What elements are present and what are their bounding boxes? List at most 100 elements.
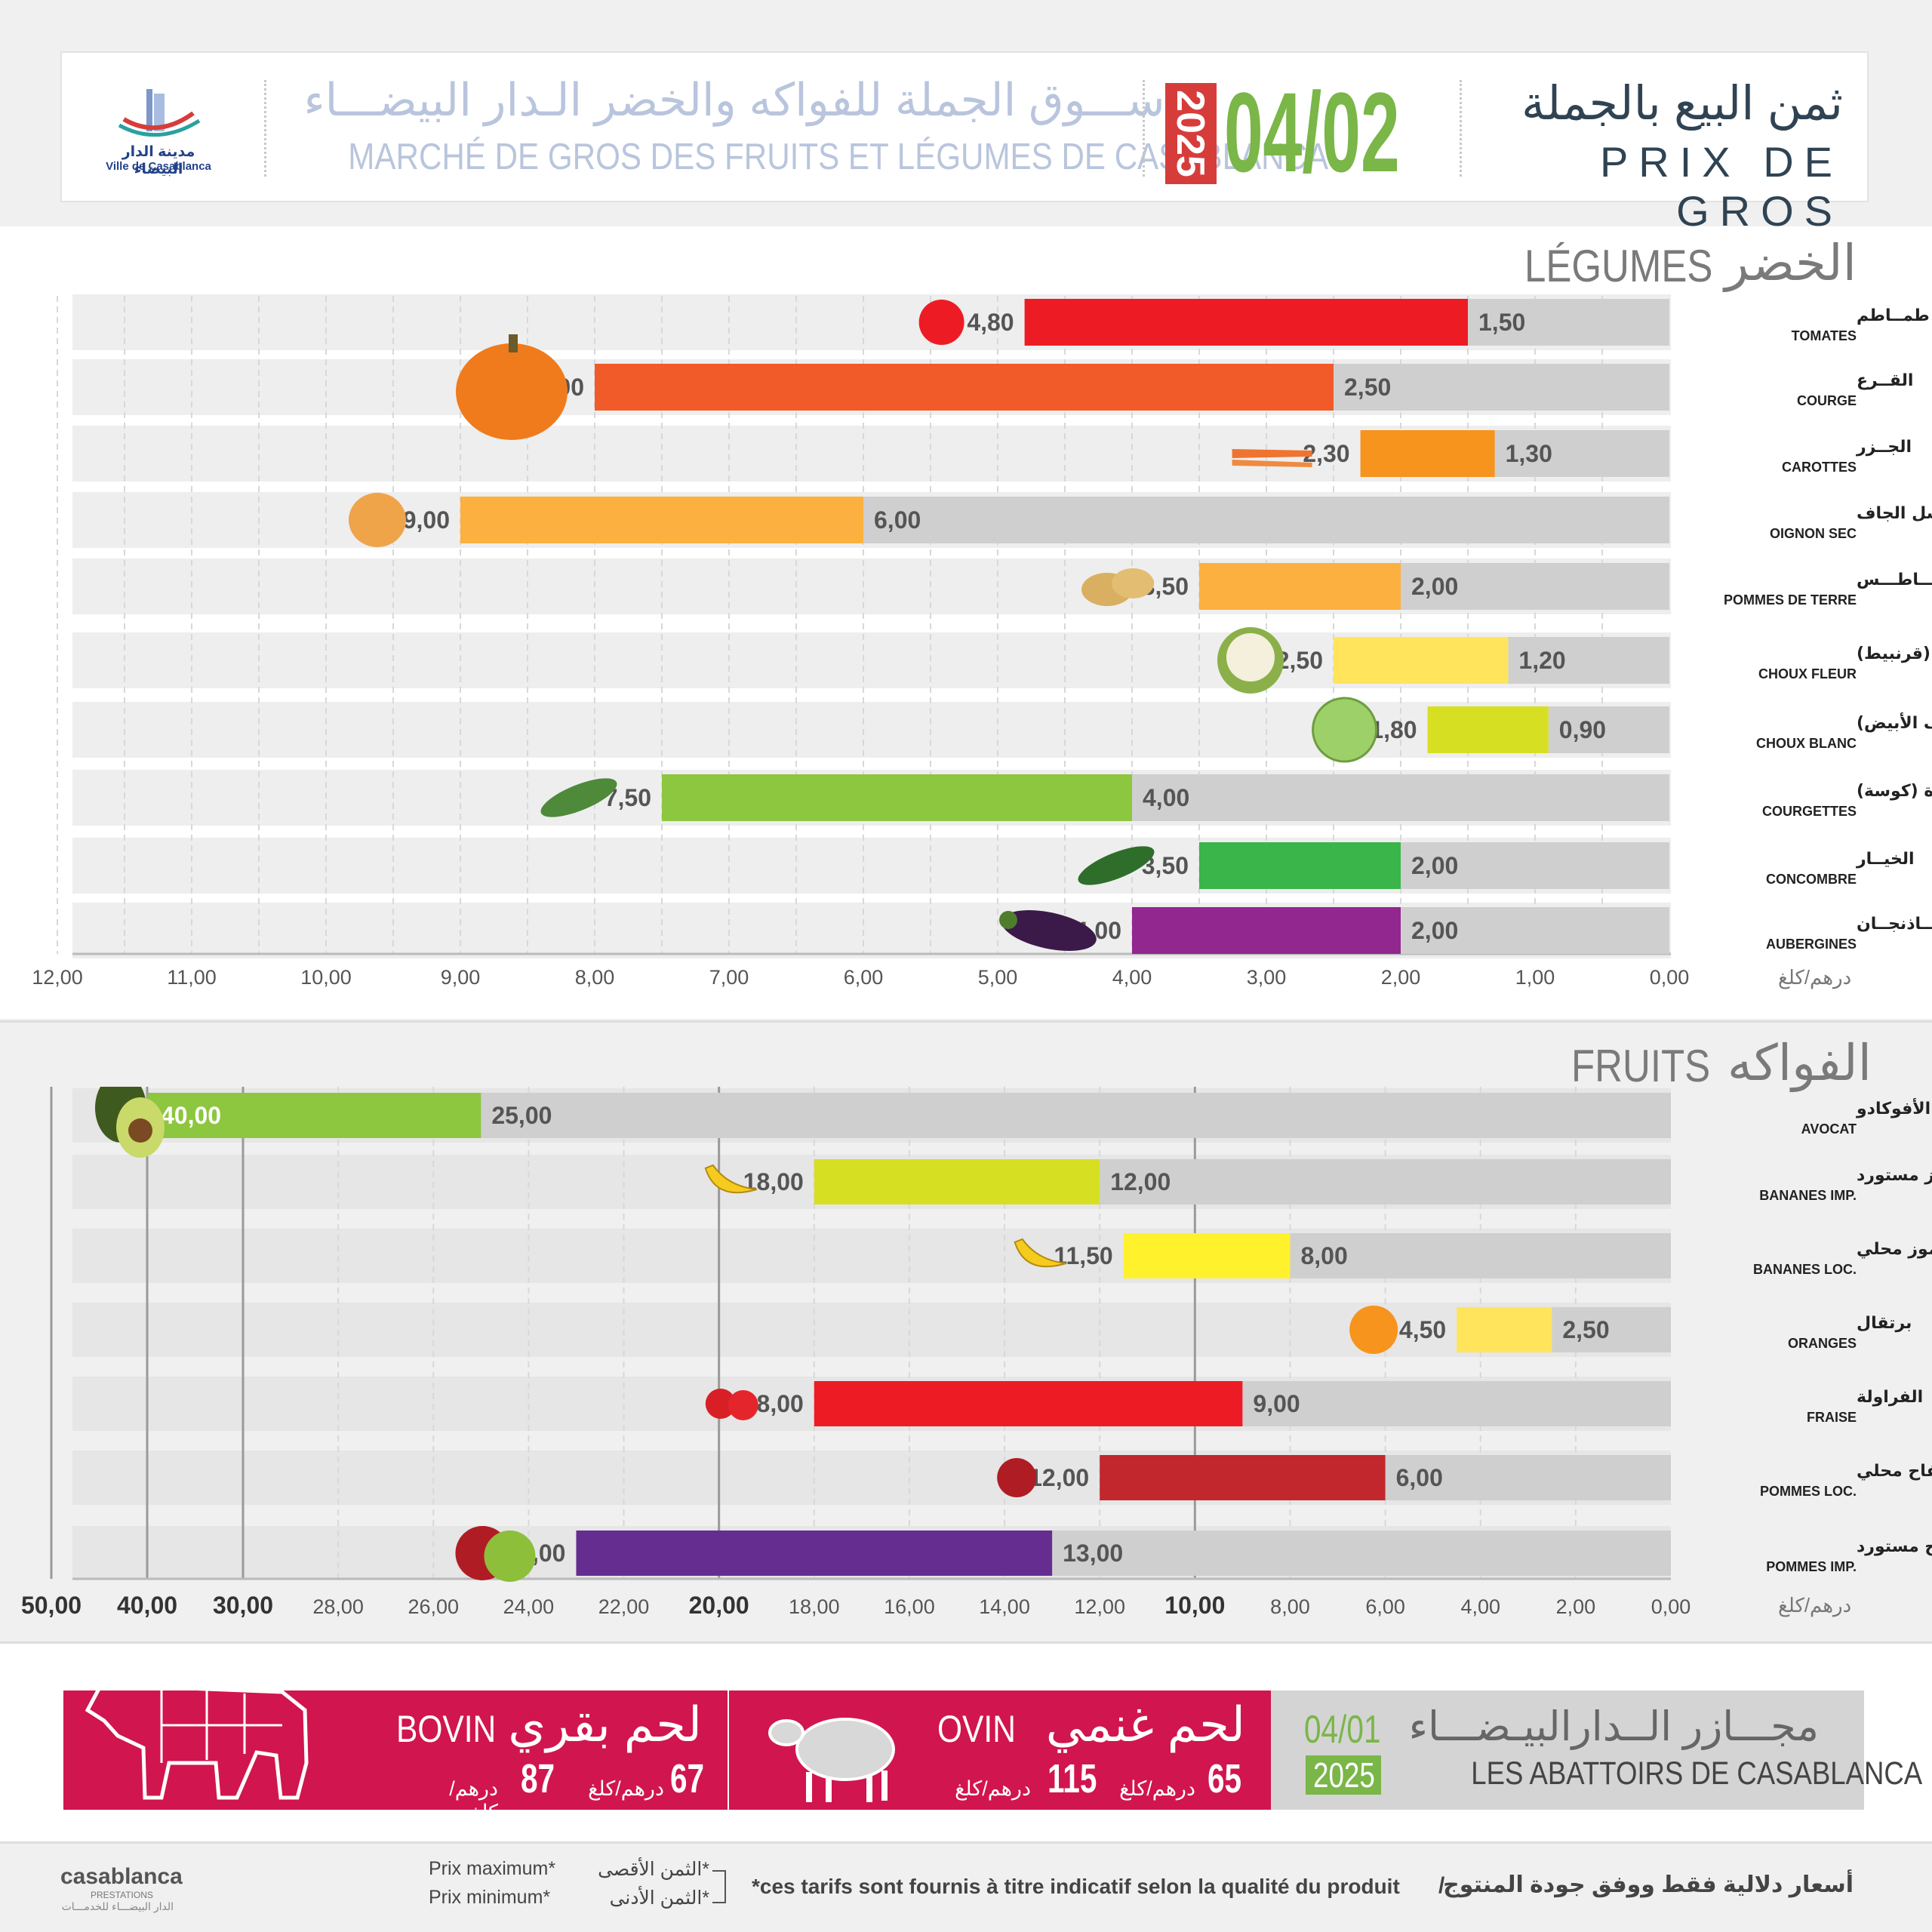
banana-shape [1014, 1238, 1067, 1268]
min-value-label: 4,00 [1143, 784, 1189, 811]
strawberry-shape [705, 1389, 736, 1419]
min-bar [1132, 774, 1669, 821]
x-tick-label: 4,00 [1112, 966, 1152, 989]
apple-mix-icon [455, 1526, 536, 1582]
x-tick-label: 5,00 [978, 966, 1018, 989]
min-bar [1494, 430, 1669, 477]
eggplant-icon [999, 910, 1097, 951]
row-label-ar: البــاذنجــان [1857, 915, 1932, 934]
max-bar [1334, 637, 1509, 684]
max-bar [1024, 299, 1468, 346]
price-title-ar: ثمن البيع بالجملة [1521, 78, 1843, 130]
row-label-ar: البصل الجاف [1857, 504, 1932, 523]
x-tick-label: 7,00 [709, 966, 749, 989]
brand-logo: casablanca [60, 1864, 183, 1889]
ovin-label-ar: لحم غنمي [1045, 1697, 1245, 1752]
bovin-label-ar: لحم بقري [508, 1697, 702, 1752]
brand-sub: PRESTATIONS [91, 1890, 153, 1900]
strawberry-icon [705, 1389, 758, 1420]
logo-ar-text: مدينة الدار البيضاء [122, 144, 195, 177]
abattoirs-date: 04/01 [1304, 1708, 1381, 1752]
vegetable-shape [540, 778, 617, 817]
abattoirs-title-fr: LES ABATTOIRS DE CASABLANCA [1471, 1755, 1923, 1792]
min-value-label: 1,50 [1478, 309, 1525, 336]
x-tick-label: 18,00 [789, 1595, 840, 1618]
meat-band [63, 1690, 1271, 1810]
disclaimer-ar: أسعار دلالية فقط ووفق جودة المنتوج [1443, 1872, 1854, 1897]
pumpkin-shape [456, 343, 568, 440]
row-label-ar: طمــاطم [1857, 306, 1930, 325]
logo-fr-text: Ville de Casablanca [106, 160, 211, 173]
min-value-label: 1,20 [1518, 647, 1565, 674]
fruits-chart: 0,00 2,00 4,00 6,00 8,00 10,00 12,00 14,00 16,00… [21, 1087, 1932, 1619]
max-value-label: 4,80 [967, 309, 1014, 336]
tomato-icon [918, 300, 964, 345]
abattoirs-year: 2025 [1313, 1755, 1375, 1795]
row-label-fr: CAROTTES [1782, 460, 1857, 475]
x-tick-label: 1,00 [1515, 966, 1555, 989]
ovin-min-price: 65 [1208, 1756, 1242, 1801]
row-stripe [72, 702, 1671, 758]
row-label-fr: AVOCAT [1801, 1121, 1857, 1137]
x-tick-label: 12,00 [1074, 1595, 1125, 1618]
max-bar [595, 364, 1334, 411]
min-value-label: 2,00 [1411, 917, 1458, 944]
x-tick-label: 0,00 [1650, 966, 1690, 989]
row-label-fr: POMMES LOC. [1760, 1484, 1857, 1499]
zucchini-icon [540, 778, 617, 817]
bovin-unit-2: درهم/كلغ [588, 1777, 664, 1800]
row-label-ar: الخيــار [1856, 850, 1915, 869]
min-bar [1242, 1381, 1671, 1426]
max-value-label: 12,00 [1029, 1464, 1089, 1491]
max-value-label: 1,80 [1370, 716, 1417, 743]
ovin-unit-1: درهم/كلغ [955, 1777, 1031, 1800]
max-value-label: 40,00 [161, 1102, 221, 1129]
cauliflower-head [1226, 633, 1275, 681]
row-label-ar: قرعة خضرة (كوسة) [1857, 782, 1932, 801]
bovin-max-price: 87 [521, 1756, 555, 1801]
max-value-label: 9,00 [403, 506, 450, 534]
row-label-ar: بطـــاطـــس [1857, 571, 1932, 589]
max-bar [1199, 842, 1401, 889]
row-label-ar: موز مستورد [1857, 1166, 1932, 1185]
x-tick-label: 26,00 [408, 1595, 459, 1618]
x-tick-label: 4,00 [1460, 1595, 1500, 1618]
row-label-ar: موز محلي [1857, 1240, 1932, 1259]
x-tick-label: 11,00 [167, 966, 217, 989]
legend-max-ar: *الثمن الأقصى [598, 1859, 709, 1880]
ovin-max-price: 115 [1048, 1756, 1097, 1801]
divider-line [0, 1020, 1932, 1023]
legumes-chart: 0,00 1,00 2,00 3,00 4,00 5,00 6,00 7,00 8,00 9,00… [32, 294, 1932, 989]
x-tick-label: 22,00 [598, 1595, 650, 1618]
apple-green-shape [484, 1531, 536, 1582]
carrot-shape [1232, 449, 1312, 458]
min-value-label: 12,00 [1110, 1168, 1171, 1195]
x-tick-label: 40,00 [117, 1592, 177, 1619]
vegetable-shape [1078, 846, 1155, 885]
divider-line-3 [0, 1841, 1932, 1844]
min-bar [1468, 299, 1669, 346]
row-label-fr: TOMATES [1792, 328, 1857, 343]
row-label-fr: POMMES DE TERRE [1724, 592, 1857, 608]
strawberry-shape [728, 1390, 758, 1420]
banana-shape [704, 1164, 758, 1194]
potato-shape [1112, 568, 1154, 598]
ovin-label-fr: OVIN [937, 1708, 1016, 1750]
carrot-icon [1232, 449, 1312, 467]
onion-icon [349, 493, 406, 547]
min-bar [1548, 706, 1669, 753]
x-tick-label: 2,00 [1556, 1595, 1596, 1618]
x-tick-label: 8,00 [1270, 1595, 1310, 1618]
min-bar [1401, 907, 1669, 954]
eggplant-shape [1001, 910, 1097, 951]
fruits-title-fr: FRUITS [1571, 1041, 1711, 1091]
x-tick-label: 3,00 [1247, 966, 1287, 989]
x-tick-label: 28,00 [312, 1595, 364, 1618]
pumpkin-stem [509, 334, 518, 352]
row-label-ar: القــرع [1857, 371, 1913, 390]
max-bar [576, 1531, 1053, 1576]
fruits-unit-label: درهم/كلغ [1778, 1594, 1852, 1617]
row-label-fr: POMMES IMP. [1766, 1559, 1857, 1574]
min-value-label: 13,00 [1063, 1540, 1123, 1567]
row-label-fr: CHOUX FLEUR [1758, 666, 1857, 681]
